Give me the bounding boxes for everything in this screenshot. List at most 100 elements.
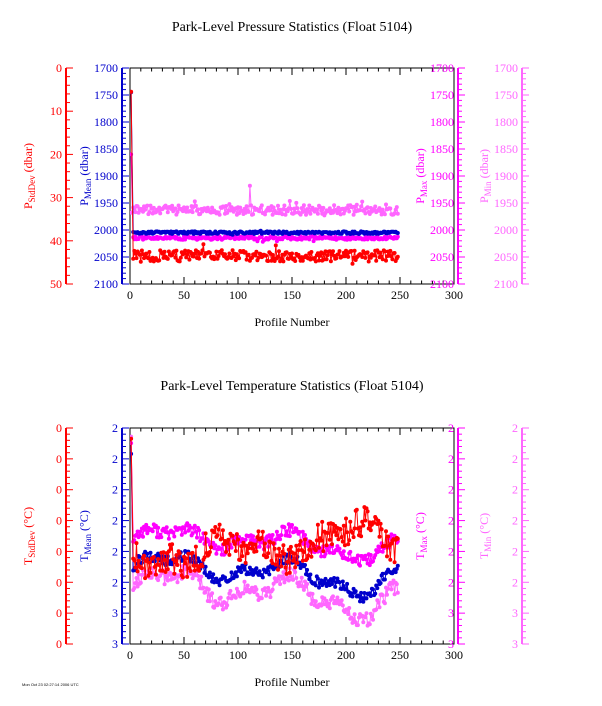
data-point [175, 580, 180, 585]
data-point [143, 527, 148, 532]
data-point [292, 551, 297, 556]
data-point [145, 203, 150, 208]
data-point [307, 203, 312, 208]
data-point [151, 205, 156, 210]
data-point [365, 509, 370, 514]
data-point [282, 203, 287, 208]
x-axis-label: Profile Number [255, 315, 330, 329]
data-point [175, 563, 180, 567]
data-point [380, 593, 385, 598]
data-point [225, 603, 230, 608]
data-point [217, 522, 222, 527]
data-point [395, 211, 400, 216]
data-point [315, 576, 320, 581]
data-point [138, 259, 143, 264]
data-point [354, 507, 359, 512]
y-axis-min: 2 2 2 2 2 2 3 3 TMin (°C) [477, 421, 529, 651]
data-point [272, 546, 277, 551]
data-point [377, 549, 382, 554]
data-point [250, 585, 254, 590]
data-point [139, 572, 144, 577]
data-point [357, 594, 361, 599]
data-point [386, 534, 391, 539]
data-point [214, 551, 219, 556]
data-point [368, 594, 373, 598]
series-stddev [130, 89, 400, 266]
y-tick-label: 40 [50, 234, 62, 248]
data-point [145, 557, 150, 562]
data-point [280, 576, 285, 581]
data-point [133, 565, 138, 570]
data-point [314, 207, 319, 212]
data-point [276, 203, 280, 208]
data-point [270, 252, 275, 257]
data-point [270, 212, 275, 217]
data-point [254, 587, 259, 592]
data-point [176, 203, 181, 208]
data-point [263, 212, 267, 217]
data-point [246, 546, 251, 551]
data-point [192, 573, 197, 578]
data-point [371, 587, 375, 592]
data-point [394, 582, 399, 587]
data-point [380, 207, 385, 212]
data-point [283, 212, 288, 217]
y-tick-label: 2 [112, 514, 118, 528]
data-point [339, 535, 344, 540]
data-point [163, 570, 168, 574]
data-point [278, 207, 283, 212]
data-point [233, 595, 238, 600]
data-point [290, 523, 294, 527]
data-point [347, 209, 352, 214]
x-tick-label: 0 [127, 648, 133, 662]
data-point [284, 571, 289, 576]
data-point [330, 582, 334, 586]
data-point [263, 541, 267, 546]
data-point [373, 204, 378, 209]
data-point [143, 576, 148, 581]
y-tick-label: 2 [448, 452, 454, 466]
data-point [170, 203, 175, 208]
data-point [240, 537, 245, 541]
data-point [135, 584, 140, 589]
x-tick-label: 300 [445, 648, 463, 662]
y-axis-label: TMean (°C) [77, 510, 93, 562]
data-point [280, 212, 285, 217]
data-point [296, 548, 301, 553]
data-point [145, 531, 150, 536]
data-point [211, 572, 216, 577]
data-point [279, 533, 284, 538]
data-point [308, 211, 313, 216]
data-point [216, 527, 221, 532]
data-point [196, 573, 200, 578]
data-point [135, 569, 140, 574]
data-point [186, 551, 191, 556]
data-point [242, 567, 247, 572]
data-point [139, 248, 144, 253]
data-point [364, 596, 369, 601]
data-point [301, 203, 306, 208]
data-point [185, 205, 190, 210]
data-point [323, 576, 328, 581]
data-point [162, 557, 167, 562]
y-tick-label: 0 [56, 637, 62, 651]
data-point [274, 529, 279, 534]
data-point [337, 580, 342, 585]
data-point [334, 256, 339, 261]
y-axis-label: PMax (dbar) [413, 148, 429, 204]
data-point [328, 259, 333, 264]
data-point [178, 255, 183, 260]
data-point [349, 249, 354, 253]
data-point [351, 212, 356, 217]
data-point [338, 212, 343, 217]
data-point [185, 574, 190, 579]
data-point [384, 202, 388, 207]
data-point [361, 523, 366, 528]
data-point [378, 521, 383, 526]
data-point [193, 529, 198, 534]
data-point [142, 553, 146, 558]
data-point [327, 537, 332, 542]
data-point [245, 551, 250, 556]
data-point [216, 254, 221, 258]
data-point [172, 571, 177, 576]
